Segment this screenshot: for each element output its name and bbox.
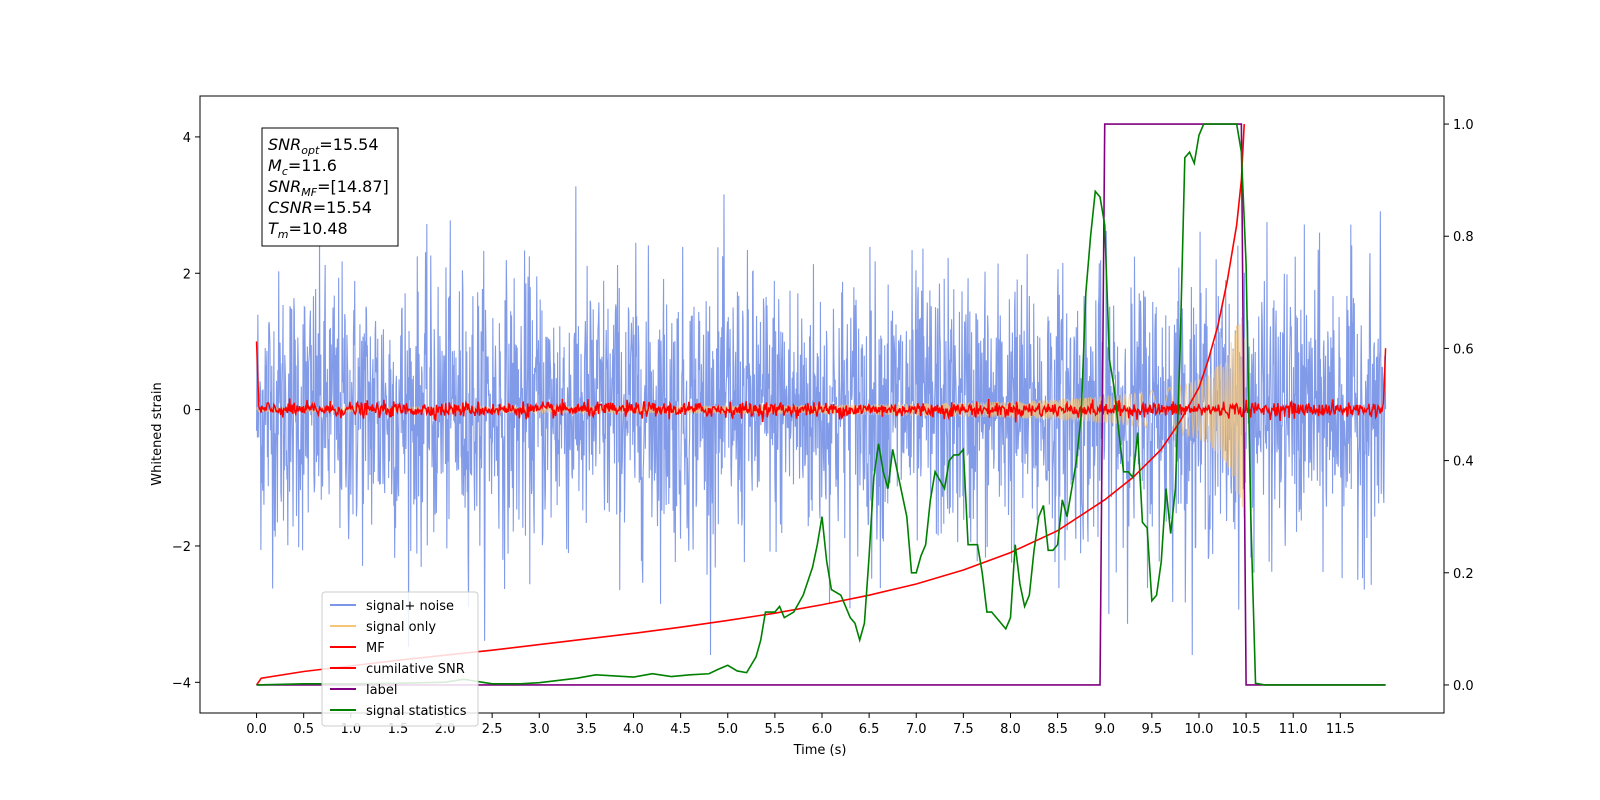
y-tick-label: −2	[172, 540, 191, 555]
x-tick-label: 4.0	[623, 722, 644, 737]
y-right-tick-label: 0.6	[1453, 342, 1474, 357]
legend-label: label	[366, 683, 397, 698]
mf-line	[255, 341, 1387, 423]
x-tick-label: 5.5	[765, 722, 786, 737]
legend: signal+ noise signal only MF cumilative SNR…	[321, 591, 479, 727]
annotation-frame	[261, 127, 399, 247]
annotation-box: SNRopt=15.54Mc=11.6SNRMF=[14.87]CSNR=15.…	[261, 127, 399, 247]
annotation-line: CSNR=15.54	[268, 198, 372, 217]
x-tick-label: 11.5	[1326, 722, 1355, 737]
x-axis-label: Time (s)	[793, 743, 847, 758]
legend-frame	[321, 591, 479, 727]
y-right-tick-label: 0.4	[1453, 455, 1474, 470]
annotation-line: SNRMF=[14.87]	[268, 177, 389, 199]
annotation-line: Mc=11.6	[268, 156, 337, 178]
x-tick-label: 9.5	[1142, 722, 1163, 737]
x-tick-label: 2.5	[482, 722, 503, 737]
y-right-tick-label: 0.2	[1453, 567, 1474, 582]
y-tick-label: 4	[183, 131, 191, 146]
legend-label: MF	[366, 641, 385, 656]
x-tick-label: 0.0	[246, 722, 267, 737]
x-tick-label: 10.0	[1184, 722, 1213, 737]
x-tick-label: 7.5	[953, 722, 974, 737]
signal-statistics-line	[256, 123, 1386, 686]
y-tick-label: −4	[172, 676, 191, 691]
y-axis-label: Whitened strain	[150, 382, 165, 485]
x-tick-label: 6.5	[859, 722, 880, 737]
x-tick-label: 4.5	[670, 722, 691, 737]
legend-label: signal+ noise	[366, 599, 454, 614]
x-tick-label: 3.5	[576, 722, 597, 737]
y-axis-left: −4 −2 0 2 4	[172, 131, 200, 691]
legend-label: signal only	[366, 620, 436, 635]
x-tick-label: 10.5	[1232, 722, 1261, 737]
legend-label: cumilative SNR	[366, 662, 465, 677]
legend-label: signal statistics	[366, 704, 467, 719]
y-tick-label: 0	[183, 404, 191, 419]
x-tick-label: 8.0	[1000, 722, 1021, 737]
annotation-line: Tm=10.48	[268, 219, 348, 241]
y-tick-label: 2	[183, 267, 191, 282]
series-mf	[255, 341, 1387, 423]
x-tick-label: 6.0	[812, 722, 833, 737]
y-right-tick-label: 1.0	[1453, 118, 1474, 133]
y-right-tick-label: 0.0	[1453, 679, 1474, 694]
y-right-tick-label: 0.8	[1453, 230, 1474, 245]
x-tick-label: 7.0	[906, 722, 927, 737]
x-tick-label: 11.0	[1279, 722, 1308, 737]
annotation-line: SNRopt=15.54	[268, 135, 379, 157]
x-tick-label: 8.5	[1047, 722, 1068, 737]
x-tick-label: 9.0	[1094, 722, 1115, 737]
x-tick-label: 5.0	[717, 722, 738, 737]
x-tick-label: 0.5	[293, 722, 314, 737]
x-tick-label: 3.0	[529, 722, 550, 737]
y-axis-right: 0.0 0.2 0.4 0.6 0.8 1.0	[1444, 118, 1474, 694]
